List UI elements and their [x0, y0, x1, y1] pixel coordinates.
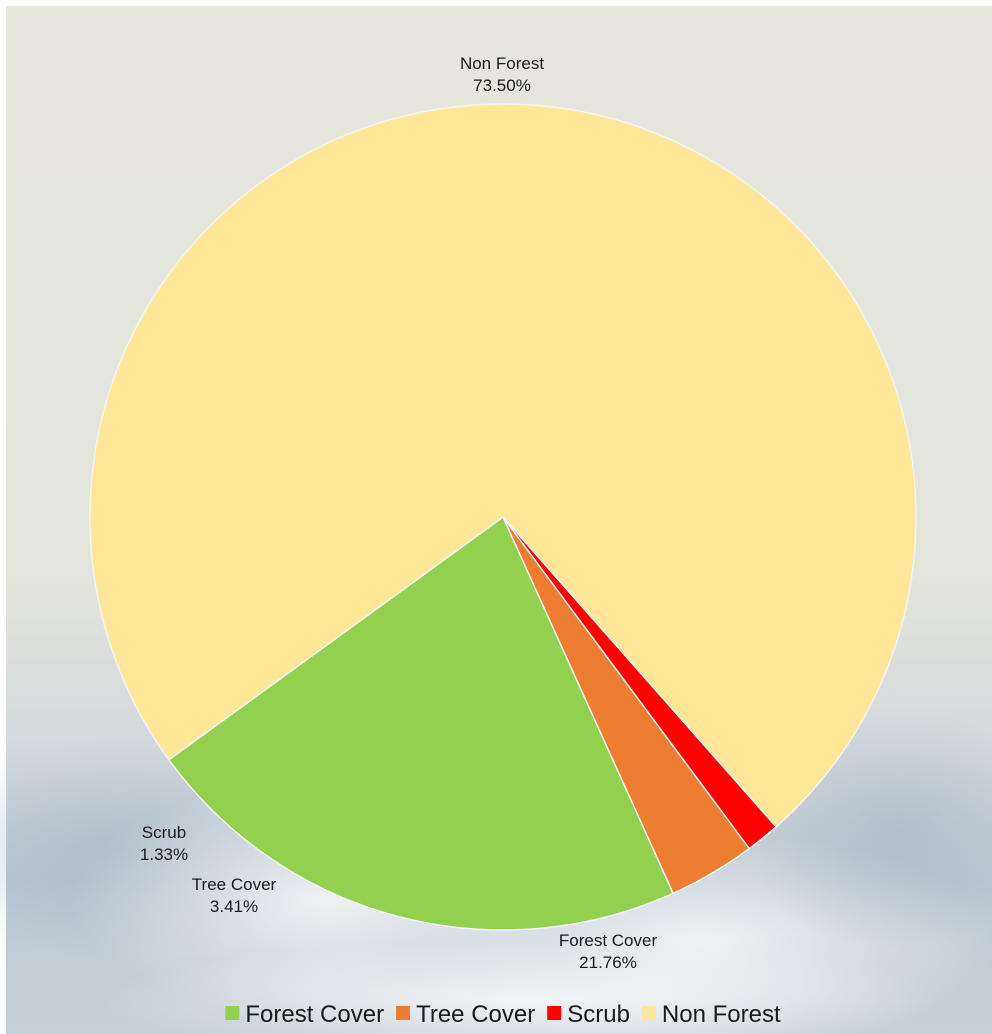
- pie-slice-non-forest: [89, 103, 917, 828]
- legend-swatch-non-forest: [641, 1006, 656, 1020]
- legend-label-scrub: Scrub: [567, 1001, 630, 1028]
- slice-label-tree-cover: Tree Cover 3.41%: [192, 875, 277, 916]
- legend-label-forest-cover: Forest Cover: [245, 1001, 384, 1028]
- legend-label-tree-cover: Tree Cover: [416, 1001, 535, 1028]
- slice-label-scrub: Scrub 1.33%: [140, 823, 188, 864]
- legend-swatch-forest-cover: [225, 1006, 240, 1020]
- pie-slice-forest-cover: [167, 515, 675, 931]
- legend-item-forest-cover: Forest Cover: [225, 1001, 384, 1028]
- legend-swatch-scrub: [547, 1006, 562, 1020]
- legend-item-tree-cover: Tree Cover: [396, 1001, 535, 1028]
- slice-label-non-forest: Non Forest 73.50%: [460, 54, 544, 95]
- legend-item-scrub: Scrub: [547, 1001, 630, 1028]
- slice-labels: Forest Cover 21.76% Tree Cover 3.41%Scrub 1.…: [140, 54, 658, 972]
- legend: Forest Cover Tree Cover Scrub Non Forest: [225, 1001, 781, 1028]
- legend-swatch-tree-cover: [396, 1006, 411, 1020]
- pie-slices: [89, 103, 917, 931]
- legend-item-non-forest: Non Forest: [641, 1001, 781, 1028]
- slice-label-forest-cover: Forest Cover 21.76%: [559, 931, 658, 972]
- legend-label-non-forest: Non Forest: [662, 1001, 781, 1028]
